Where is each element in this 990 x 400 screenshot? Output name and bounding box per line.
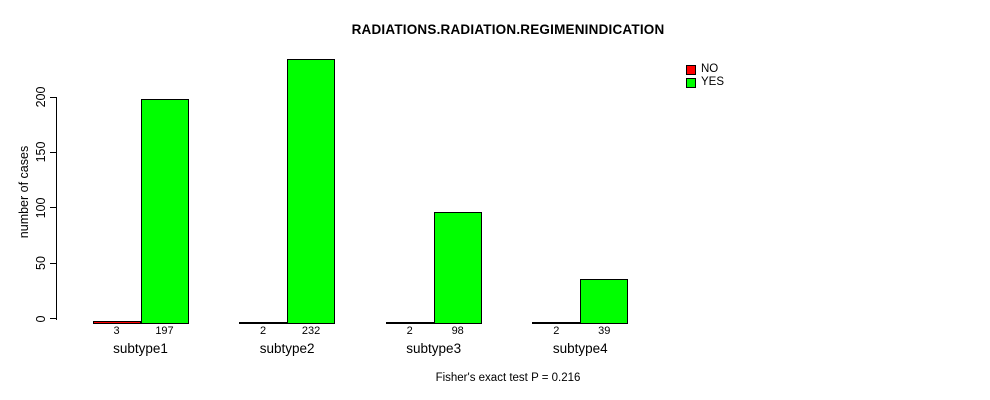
- bar-value-label: 2: [553, 325, 560, 337]
- bar-yes-subtype2: [287, 58, 336, 324]
- y-axis-tick: [50, 318, 57, 319]
- x-category-label: subtype2: [259, 341, 315, 356]
- bar-value-label: 2: [260, 325, 267, 337]
- y-tick-label: 150: [34, 141, 48, 163]
- fisher-test-note: Fisher's exact test P = 0.216: [435, 372, 581, 384]
- x-category-label: subtype1: [113, 341, 168, 356]
- legend-label: YES: [701, 76, 725, 88]
- y-axis-tick: [50, 151, 57, 153]
- y-axis-tick: [50, 207, 57, 209]
- y-axis-label-text: number of cases: [17, 145, 31, 239]
- bar-value-label: 39: [598, 325, 611, 337]
- bar-no-subtype3: [385, 321, 434, 324]
- bar-value-label: 2: [406, 325, 413, 337]
- x-category-label: subtype4: [552, 341, 608, 356]
- y-tick-label: 50: [34, 256, 48, 271]
- bar-no-subtype4: [532, 321, 581, 324]
- y-tick-label: 0: [34, 315, 48, 322]
- x-category-label: subtype3: [406, 341, 462, 356]
- chart-title: RADIATIONS.RADIATION.REGIMENINDICATION: [351, 22, 665, 37]
- bar-value-label: 232: [301, 325, 321, 337]
- legend: NO YES: [686, 63, 724, 89]
- bar-yes-subtype3: [433, 211, 482, 324]
- y-axis-tick: [50, 262, 57, 264]
- y-axis-tick: [50, 96, 57, 98]
- legend-swatch-no: [686, 64, 696, 75]
- legend-item-yes: YES: [686, 76, 724, 89]
- bar-value-label: 197: [155, 325, 174, 337]
- y-tick-label: 100: [34, 197, 48, 219]
- bar-yes-subtype1: [140, 98, 189, 324]
- bar-no-subtype2: [239, 321, 288, 324]
- legend-label: NO: [701, 63, 719, 75]
- bar-no-subtype1: [92, 320, 141, 324]
- bar-value-label: 98: [451, 325, 464, 337]
- y-tick-label: 200: [34, 86, 48, 108]
- bar-yes-subtype4: [580, 279, 629, 324]
- legend-swatch-yes: [686, 77, 696, 88]
- bar-value-label: 3: [113, 325, 120, 337]
- legend-item-no: NO: [686, 63, 724, 76]
- y-axis-line: [56, 97, 57, 320]
